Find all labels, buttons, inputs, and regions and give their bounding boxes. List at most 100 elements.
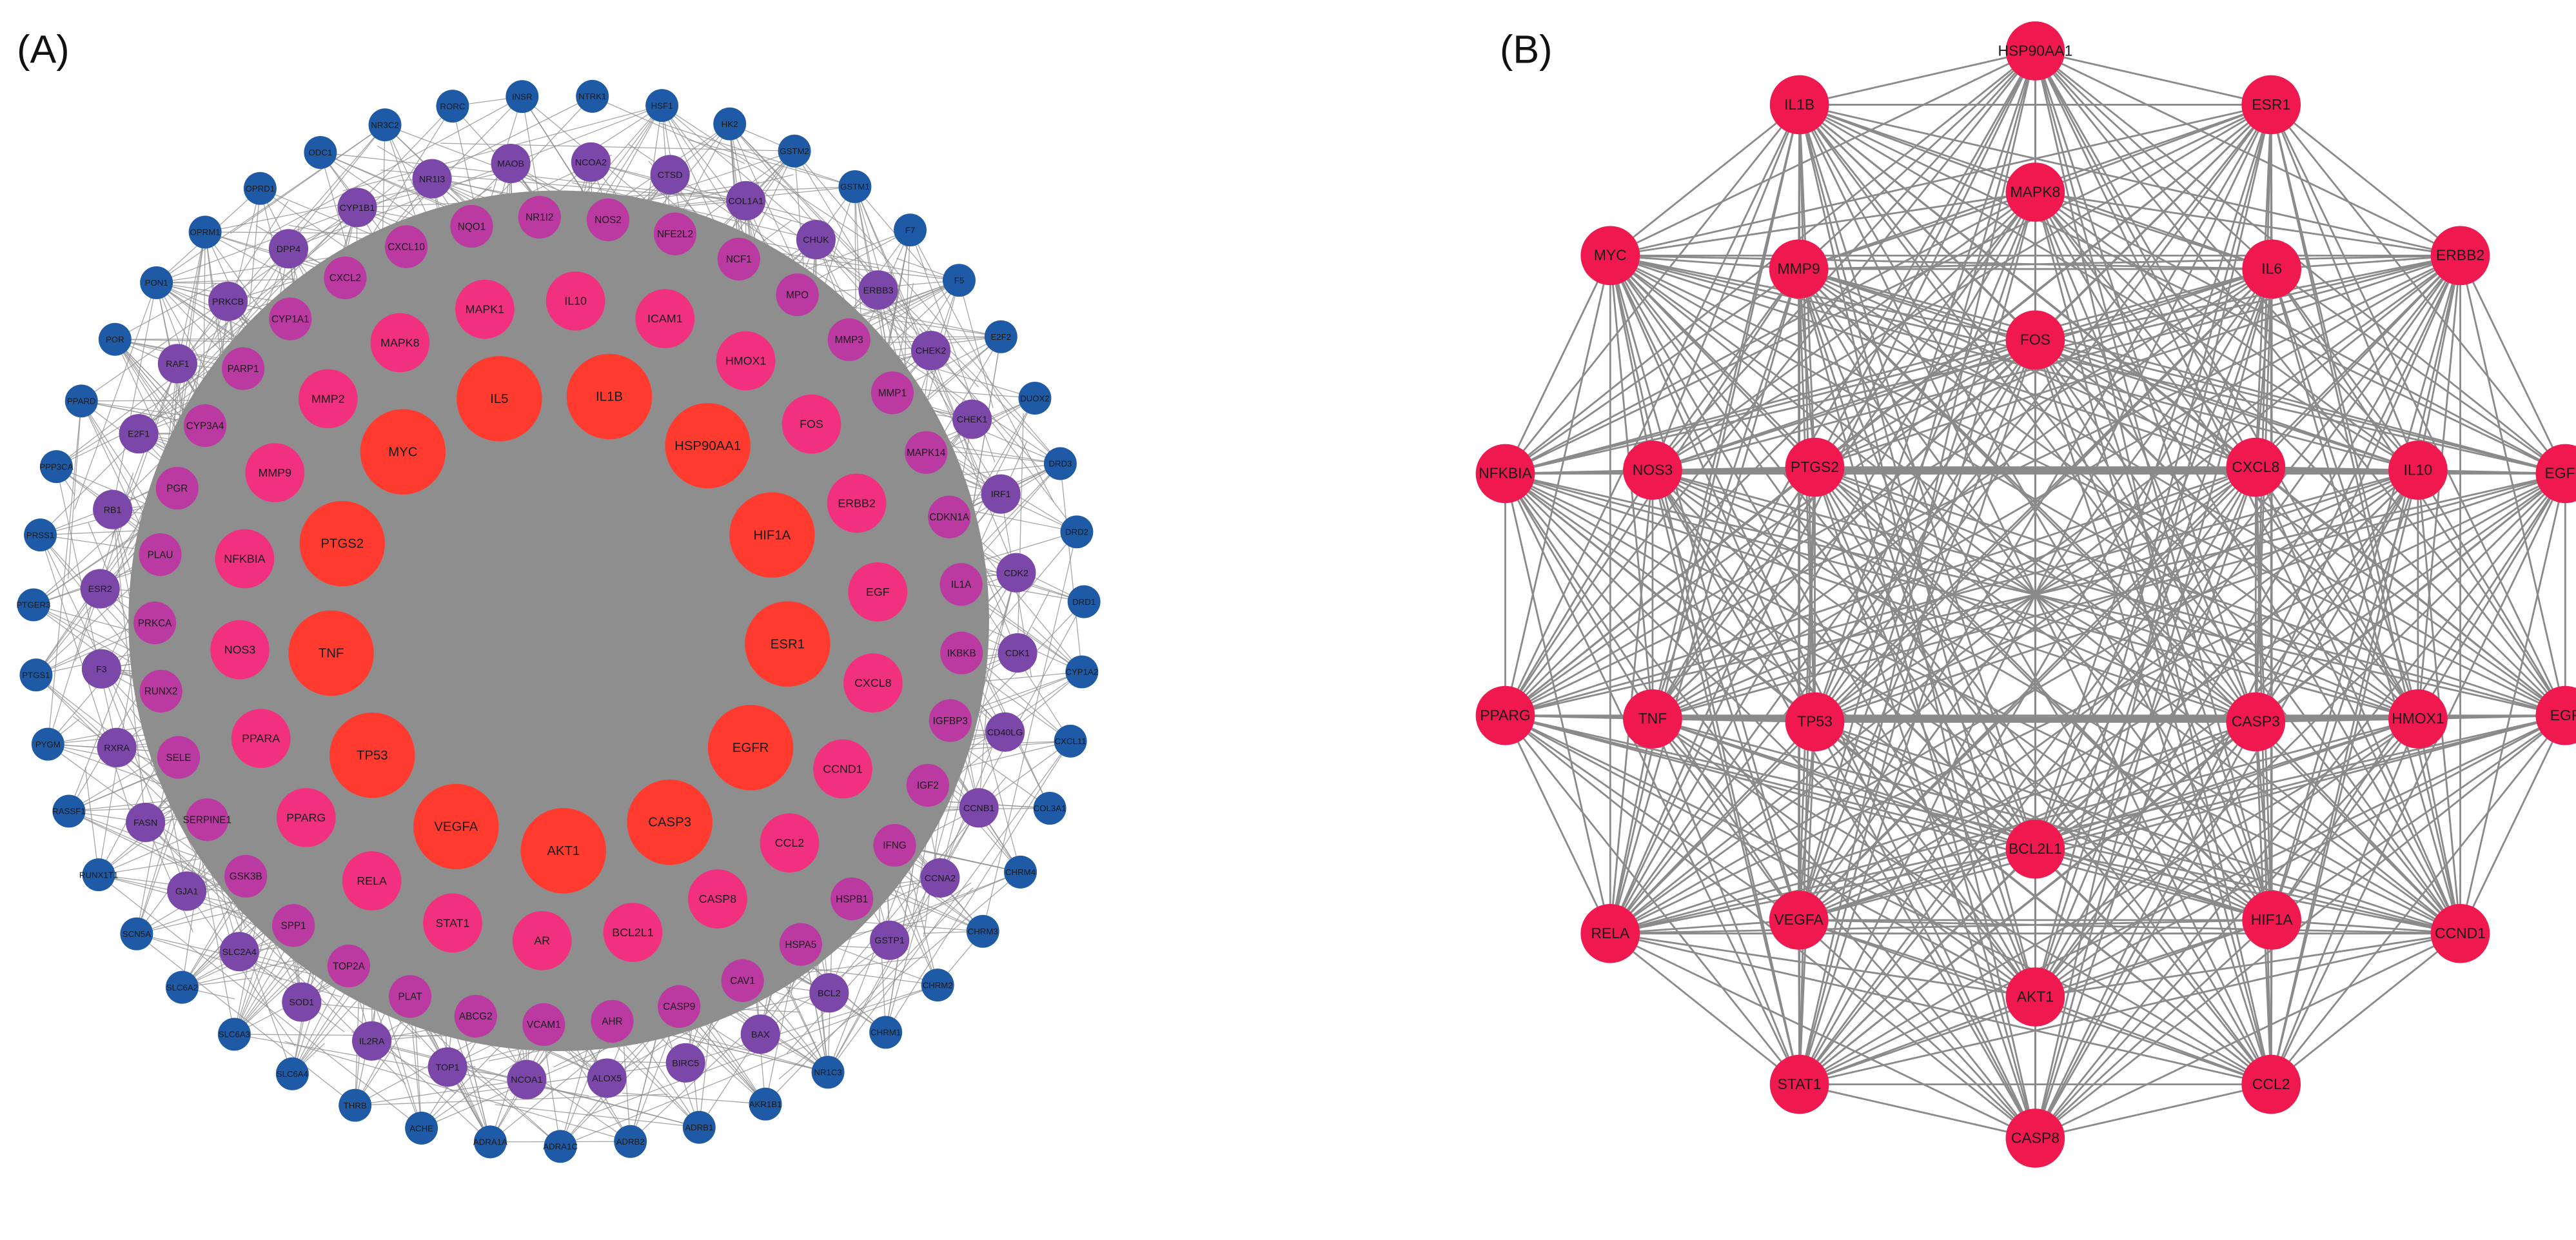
edge (982, 531, 1077, 932)
node-label: OPRD1 (246, 184, 275, 193)
node-label: IL1A (951, 580, 972, 591)
node-label: CYP1B1 (340, 203, 375, 213)
node (2535, 444, 2576, 504)
node (39, 450, 73, 484)
node (586, 198, 630, 241)
edge (271, 845, 477, 1017)
edge (112, 509, 322, 536)
node-label: NOS3 (1633, 462, 1673, 478)
edge (1505, 255, 2461, 475)
node (2430, 226, 2490, 286)
node (157, 736, 201, 779)
edge (1798, 848, 2036, 1085)
edge (539, 217, 1006, 733)
node (942, 264, 976, 297)
node (454, 994, 497, 1038)
edge (1504, 192, 2036, 716)
edge (745, 201, 870, 480)
node-label: RELA (1591, 925, 1630, 941)
node (120, 917, 153, 950)
node (717, 237, 760, 280)
edge (205, 231, 424, 234)
node (31, 727, 64, 761)
edge (154, 622, 224, 746)
edge (421, 671, 1083, 1129)
node-label: MAOB (497, 159, 524, 170)
node-label: AKT1 (547, 844, 580, 858)
node (778, 134, 811, 168)
edge (2034, 268, 2272, 341)
edge (136, 933, 411, 997)
edge (1609, 268, 1800, 934)
edge (161, 691, 261, 810)
node (827, 473, 887, 533)
node (269, 297, 312, 340)
edge (765, 887, 974, 1105)
node (838, 170, 872, 203)
node-label: GSTP1 (874, 936, 905, 946)
edge (1798, 268, 2036, 341)
node-label: CXCL2 (329, 273, 361, 284)
node-label: F7 (905, 225, 915, 235)
edge (1814, 466, 2273, 921)
node (998, 633, 1037, 673)
node (275, 1057, 309, 1090)
edge (927, 398, 1036, 584)
edge (612, 872, 802, 1022)
edge (1505, 473, 2256, 723)
edge (1799, 104, 2461, 257)
edge (2034, 339, 2256, 468)
node-label: CCNA2 (925, 874, 956, 884)
edge (1814, 467, 2036, 1139)
edge (2034, 192, 2257, 468)
edge (2255, 255, 2461, 722)
node (298, 369, 358, 429)
node-label: ESR1 (2252, 96, 2290, 113)
node (24, 518, 57, 552)
node-label: TOP2A (333, 961, 366, 972)
edge (1652, 469, 2273, 921)
node-label: F5 (954, 275, 964, 285)
edge (1504, 714, 2272, 1085)
node (1475, 444, 1535, 504)
edge (398, 860, 527, 1080)
edge (47, 743, 199, 854)
node (782, 394, 841, 454)
edge (181, 681, 363, 988)
node (243, 172, 277, 205)
edge (1504, 473, 1800, 1085)
edge (510, 162, 756, 338)
node (1054, 724, 1087, 758)
edge (1505, 714, 2461, 935)
edge (1652, 718, 2272, 1085)
node (188, 215, 222, 249)
edge (1651, 718, 1800, 921)
edge (1814, 192, 2036, 722)
node (745, 601, 831, 687)
edge (68, 397, 1036, 812)
edge (1814, 255, 2461, 468)
edge (160, 517, 950, 555)
node (2226, 692, 2286, 752)
edge (1609, 255, 1800, 921)
edge (1505, 714, 2036, 851)
edge (2034, 192, 2272, 1085)
node-label: ESR1 (771, 637, 805, 651)
edge (2034, 268, 2273, 1139)
edge (885, 741, 1071, 1033)
edge (1798, 269, 1816, 467)
edge (2034, 191, 2272, 270)
edge (2255, 255, 2461, 468)
edge (1609, 718, 1654, 934)
edge (2255, 473, 2566, 723)
node (981, 474, 1021, 514)
node-label: CHRM1 (870, 1028, 901, 1038)
edge (2034, 50, 2257, 722)
edge (177, 363, 302, 557)
edge (101, 668, 327, 726)
edge (204, 231, 512, 399)
edge (794, 150, 1061, 464)
edge (1799, 996, 2036, 1085)
edge (1504, 255, 1611, 475)
